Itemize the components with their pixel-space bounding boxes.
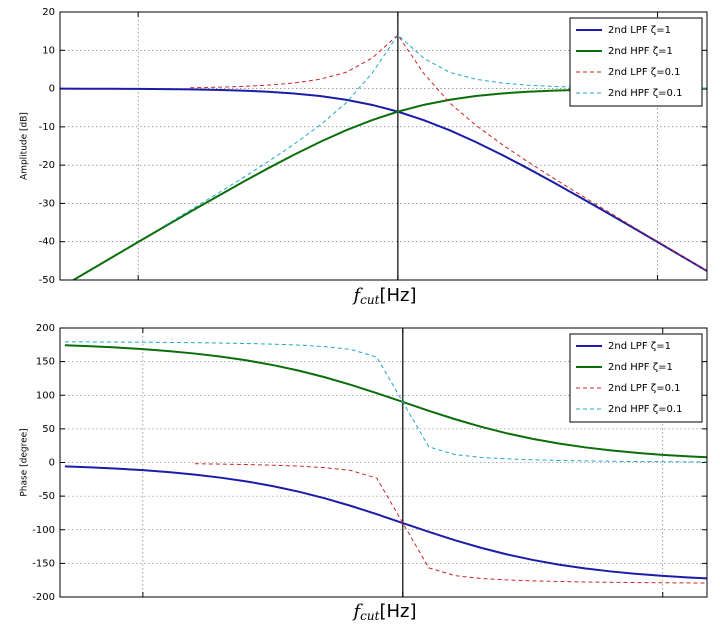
axes: -50 -40 -30 -20 -10 0 10 20 2nd LPF ζ=1 2nd HPF ζ…	[20, 7, 708, 307]
legend-label: 2nd LPF ζ=0.1	[608, 67, 680, 78]
legend: 2nd LPF ζ=1 2nd HPF ζ=1 2nd LPF ζ=0.1 2nd H…	[569, 17, 703, 107]
series-line	[190, 34, 707, 272]
series-line	[64, 465, 707, 580]
series-group	[64, 341, 707, 584]
axes-frame	[59, 11, 708, 281]
y-tick-label: -50	[39, 491, 55, 502]
y-axis-label: Amplitude [dB]	[20, 112, 30, 180]
y-tick-label: 200	[36, 323, 55, 334]
series-line	[64, 341, 707, 463]
y-tick-label: -40	[39, 237, 55, 248]
y-tick-label: 0	[49, 84, 55, 95]
x-label-subscript: cut	[360, 609, 379, 623]
y-tick-label: -200	[32, 592, 55, 603]
y-tick-label: -10	[39, 122, 55, 133]
y-axis-label: Phase [degree]	[20, 428, 30, 496]
series-line	[194, 463, 707, 584]
series-line	[64, 344, 707, 459]
legend-label: 2nd HPF ζ=1	[608, 362, 673, 373]
y-tick-label: 50	[42, 424, 55, 435]
x-label-unit: [Hz]	[379, 285, 416, 306]
x-axis-label: fcut[Hz]	[352, 285, 417, 307]
series-line	[60, 87, 707, 273]
y-tick-label: 150	[36, 357, 55, 368]
y-tick-label: -50	[39, 275, 55, 286]
legend: 2nd LPF ζ=1 2nd HPF ζ=1 2nd LPF ζ=0.1 2nd H…	[569, 333, 703, 423]
x-axis-label: fcut[Hz]	[352, 601, 417, 623]
y-tick-label: 0	[49, 458, 55, 469]
x-label-unit: [Hz]	[379, 601, 416, 622]
legend-label: 2nd HPF ζ=0.1	[608, 88, 682, 99]
y-tick-label: 20	[42, 7, 55, 18]
legend-label: 2nd LPF ζ=1	[608, 25, 671, 36]
y-tick-label: -20	[39, 160, 55, 171]
legend-box	[569, 17, 703, 107]
legend-label: 2nd HPF ζ=1	[608, 46, 673, 57]
y-tick-label: -150	[32, 558, 55, 569]
y-tick-label: -30	[39, 198, 55, 209]
y-tick-label: 10	[42, 45, 55, 56]
legend-box	[569, 333, 703, 423]
x-label-subscript: cut	[360, 293, 379, 307]
y-tick-label: -100	[32, 525, 55, 536]
y-tick-label: 100	[36, 390, 55, 401]
legend-label: 2nd LPF ζ=1	[608, 341, 671, 352]
legend-label: 2nd LPF ζ=0.1	[608, 383, 680, 394]
legend-label: 2nd HPF ζ=0.1	[608, 404, 682, 415]
axes-frame	[59, 327, 708, 598]
